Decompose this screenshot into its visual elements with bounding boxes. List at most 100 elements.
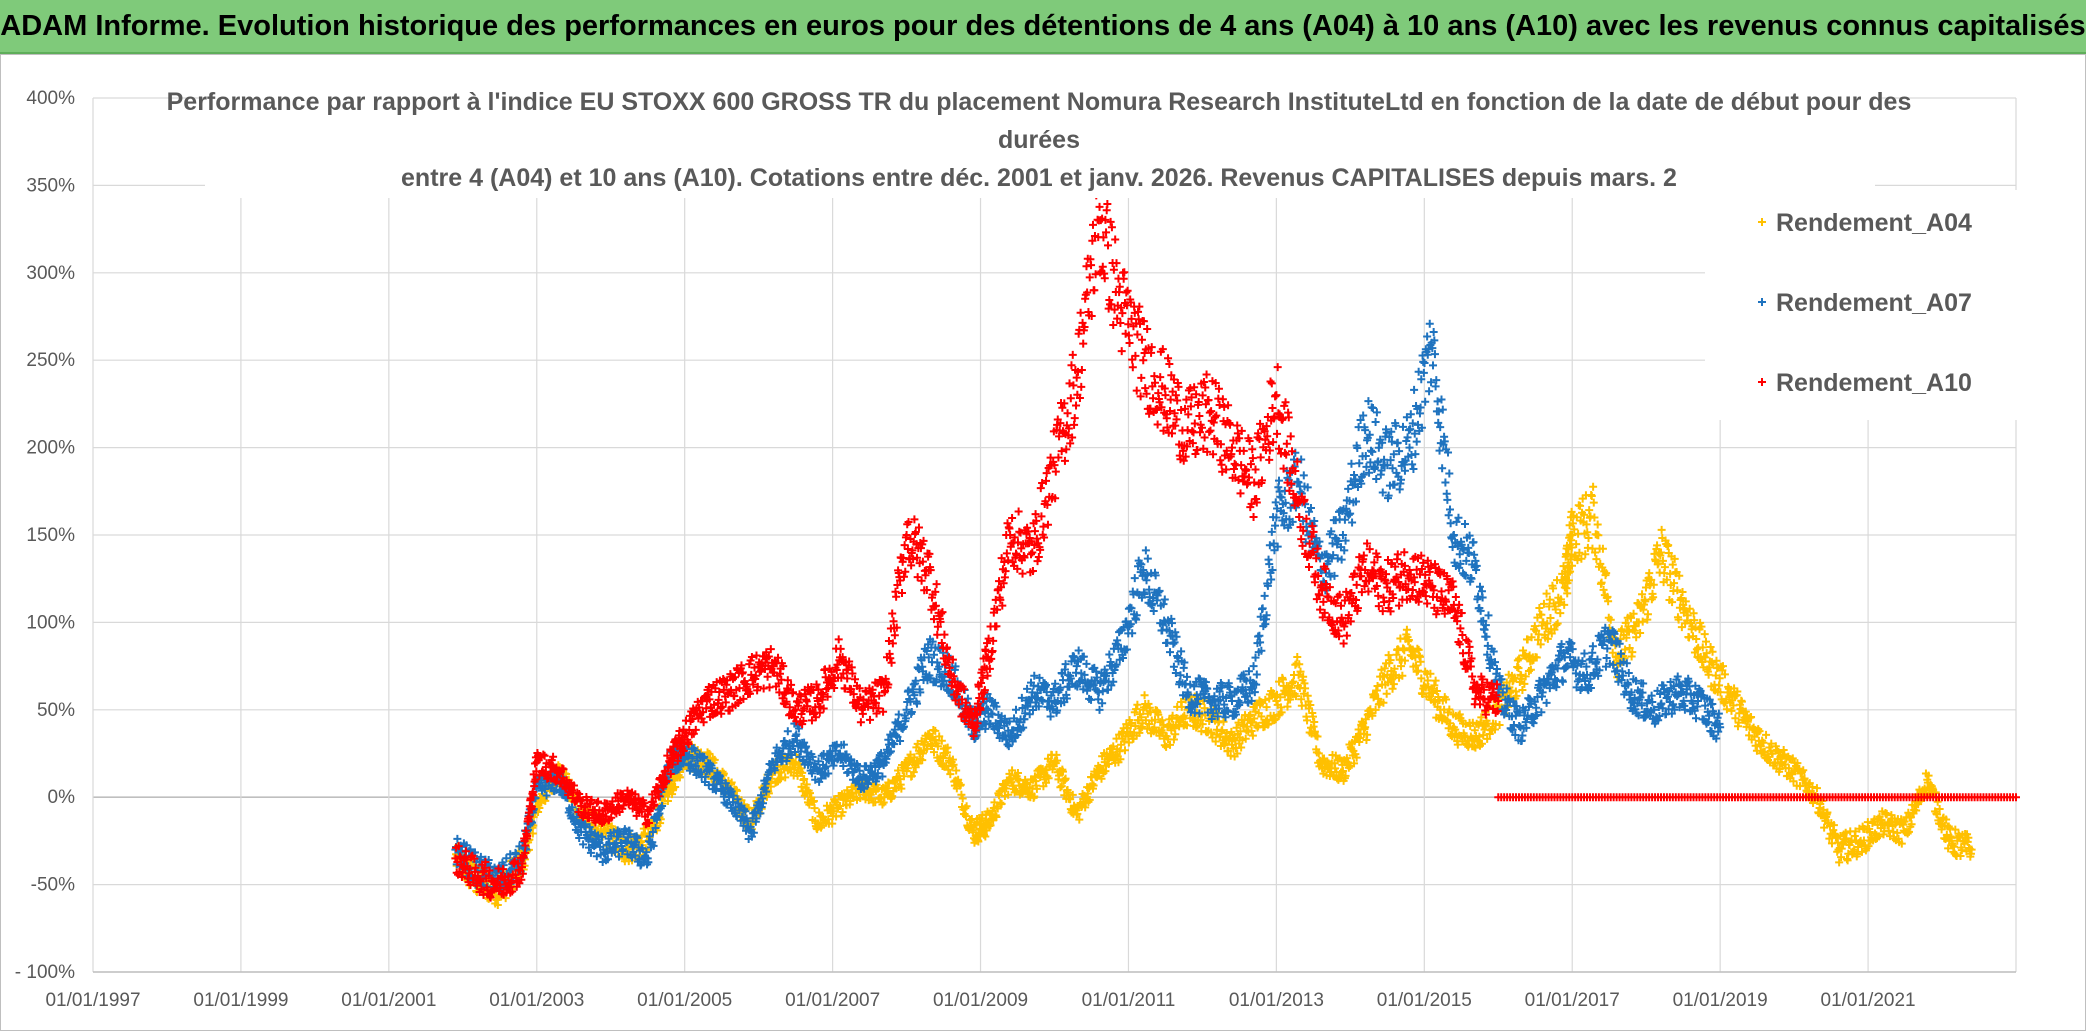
data-point <box>1409 464 1418 473</box>
x-tick-label: 01/01/2017 <box>1525 990 1620 1011</box>
data-point <box>1336 768 1345 777</box>
data-point <box>1444 511 1453 520</box>
data-point <box>1820 823 1829 832</box>
data-point <box>1196 715 1205 724</box>
data-point <box>1445 469 1454 478</box>
data-point <box>838 808 847 817</box>
data-point <box>1163 638 1172 647</box>
data-point <box>805 789 814 798</box>
data-point <box>1518 731 1527 740</box>
data-point <box>1211 737 1220 746</box>
data-point <box>1219 717 1228 726</box>
x-tick-label: 01/01/2001 <box>341 990 436 1011</box>
data-point <box>1586 512 1595 521</box>
data-point <box>1182 672 1191 681</box>
data-point <box>1372 408 1381 417</box>
data-point <box>1271 498 1280 507</box>
data-point <box>1030 792 1039 801</box>
data-point <box>1402 625 1411 634</box>
data-point <box>1073 809 1082 818</box>
y-tick-label: 50% <box>37 700 75 721</box>
data-point <box>1371 417 1380 426</box>
data-point <box>1645 569 1654 578</box>
data-point <box>877 793 886 802</box>
data-point <box>1072 373 1081 382</box>
data-point <box>1484 611 1493 620</box>
x-tick-label: 01/01/1999 <box>193 990 288 1011</box>
data-point <box>1296 667 1305 676</box>
data-point <box>1116 755 1125 764</box>
data-point <box>1293 652 1302 661</box>
data-point <box>1224 746 1233 755</box>
data-point <box>949 760 958 769</box>
data-point <box>1393 438 1402 447</box>
data-point <box>1350 759 1359 768</box>
data-point <box>1143 554 1152 563</box>
data-point <box>1331 764 1340 773</box>
data-point <box>1443 495 1452 504</box>
data-point <box>798 768 807 777</box>
data-point <box>1441 478 1450 487</box>
data-point <box>957 790 966 799</box>
data-point <box>1082 659 1091 668</box>
data-point <box>1588 642 1597 651</box>
data-point <box>766 782 775 791</box>
data-point <box>809 796 818 805</box>
data-point <box>1237 743 1246 752</box>
data-point <box>1495 720 1504 729</box>
data-point <box>1363 730 1372 739</box>
data-point <box>935 732 944 741</box>
x-tick-label: 01/01/2011 <box>1082 990 1176 1011</box>
data-point <box>1051 679 1060 688</box>
data-point <box>1479 731 1488 740</box>
data-point <box>1154 710 1163 719</box>
data-point <box>1337 555 1346 564</box>
data-point <box>986 821 995 830</box>
x-tick-label: 01/01/2019 <box>1673 990 1768 1011</box>
data-point <box>904 686 913 695</box>
x-tick-label: 01/01/2021 <box>1821 990 1916 1011</box>
data-point <box>1306 701 1315 710</box>
data-point <box>1288 679 1297 688</box>
data-point <box>1643 610 1652 619</box>
data-point <box>1352 753 1361 762</box>
data-point <box>1368 711 1377 720</box>
data-point <box>1425 387 1434 396</box>
data-point <box>1025 783 1034 792</box>
data-point <box>1146 708 1155 717</box>
data-point <box>1141 546 1150 555</box>
data-point <box>710 755 719 764</box>
data-point <box>1414 367 1423 376</box>
data-point <box>1222 729 1231 738</box>
data-point <box>1132 705 1141 714</box>
data-point <box>1247 727 1256 736</box>
data-point <box>1368 447 1377 456</box>
data-point <box>1169 735 1178 744</box>
data-point <box>1061 774 1070 783</box>
data-point <box>492 896 501 905</box>
x-tick-label: 01/01/2013 <box>1229 990 1324 1011</box>
y-tick-label: - 100% <box>15 962 75 983</box>
data-point <box>1137 713 1146 722</box>
data-point <box>1296 488 1305 497</box>
data-point <box>1135 728 1144 737</box>
data-point <box>1008 766 1017 775</box>
data-point <box>1042 778 1051 787</box>
data-point <box>1492 664 1501 673</box>
data-point <box>1249 662 1258 671</box>
data-point <box>1151 715 1159 724</box>
data-point <box>1445 505 1454 514</box>
data-point <box>1066 795 1075 804</box>
data-point <box>675 773 684 782</box>
data-point <box>1685 633 1694 642</box>
data-point <box>541 796 550 805</box>
data-point <box>1360 725 1369 734</box>
data-point <box>1388 684 1397 693</box>
data-point <box>1373 682 1382 691</box>
data-point <box>1657 525 1666 534</box>
data-point <box>888 792 897 801</box>
data-point <box>1044 774 1053 783</box>
data-point <box>1299 672 1308 681</box>
data-point <box>1480 625 1489 634</box>
data-point <box>897 784 906 793</box>
